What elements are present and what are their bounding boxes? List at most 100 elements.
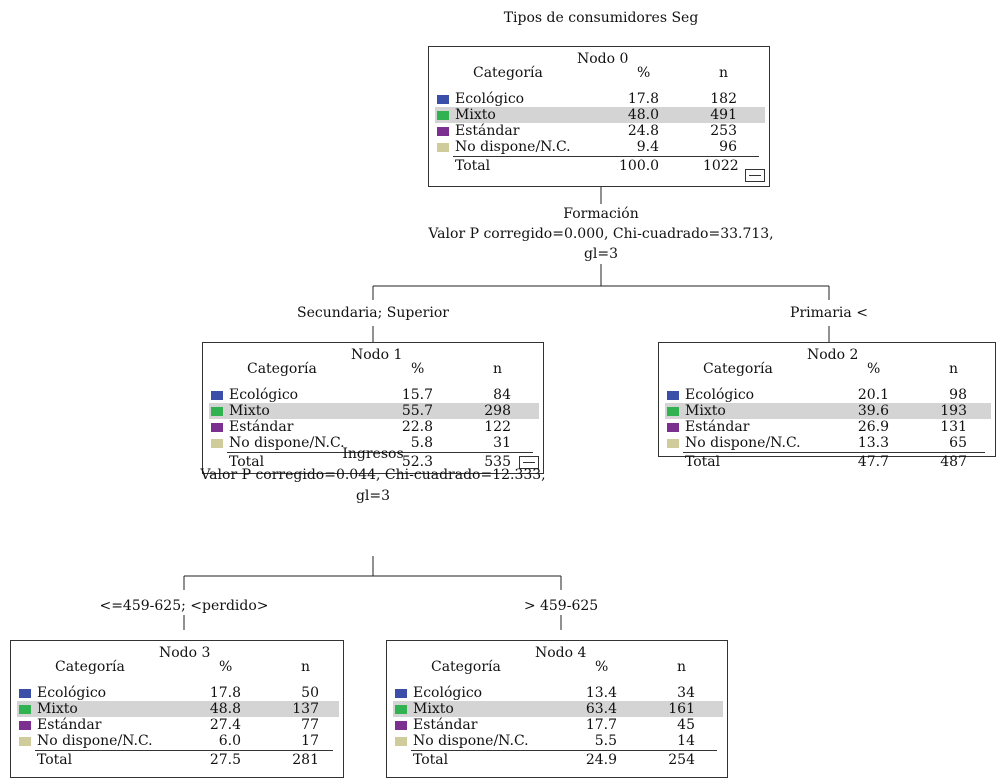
- total-count: 487: [940, 454, 967, 470]
- legend-swatch: [395, 737, 407, 746]
- legend-swatch: [437, 111, 449, 120]
- percent-value: 17.8: [627, 91, 659, 107]
- category-label: Estándar: [37, 717, 102, 733]
- category-row: No dispone/N.C. 9.4 96: [435, 139, 765, 155]
- category-label: No dispone/N.C.: [229, 435, 345, 451]
- category-label: Estándar: [229, 419, 294, 435]
- branch-label-left: Secundaria; Superior: [297, 305, 449, 321]
- legend-swatch: [437, 143, 449, 152]
- category-row: Estándar 26.9 131: [665, 419, 991, 435]
- header-categoria: Categoría: [431, 659, 501, 675]
- header-percent: %: [867, 361, 881, 377]
- count-value: 96: [719, 139, 737, 155]
- category-label: Estándar: [413, 717, 478, 733]
- collapse-button[interactable]: [519, 456, 539, 469]
- category-label: Mixto: [413, 701, 454, 717]
- category-row: Mixto 63.4 161: [393, 701, 723, 717]
- header-categoria: Categoría: [703, 361, 773, 377]
- count-value: 14: [677, 733, 695, 749]
- split-variable: Formación: [563, 206, 639, 222]
- category-row: Mixto 48.0 491: [435, 107, 765, 123]
- percent-value: 48.8: [209, 701, 241, 717]
- node-id: Nodo 4: [535, 645, 587, 661]
- total-count: 281: [292, 752, 319, 768]
- count-value: 17: [301, 733, 319, 749]
- percent-value: 26.9: [857, 419, 889, 435]
- split-gl: gl=3: [583, 246, 619, 262]
- percent-value: 9.4: [636, 139, 659, 155]
- node-id: Nodo 2: [807, 347, 859, 363]
- category-label: Ecológico: [413, 685, 483, 701]
- category-row: Estándar 17.7 45: [393, 717, 723, 733]
- total-label: Total: [413, 752, 449, 768]
- header-n: n: [301, 659, 311, 675]
- node-id: Nodo 0: [577, 51, 629, 67]
- category-row: Mixto 48.8 137: [17, 701, 339, 717]
- category-label: Mixto: [37, 701, 78, 717]
- category-label: No dispone/N.C.: [413, 733, 529, 749]
- legend-swatch: [19, 689, 31, 698]
- category-row: Ecológico 17.8 182: [435, 91, 765, 107]
- legend-swatch: [211, 391, 223, 400]
- branch-label-right: > 459-625: [523, 598, 599, 614]
- total-divider: [227, 452, 533, 453]
- percent-value: 48.0: [627, 107, 659, 123]
- legend-swatch: [437, 95, 449, 104]
- percent-value: 5.5: [594, 733, 617, 749]
- total-percent: 100.0: [619, 158, 660, 174]
- legend-swatch: [395, 705, 407, 714]
- category-label: Estándar: [685, 419, 750, 435]
- node-4[interactable]: Nodo 4 Categoría% n Ecológico 13.4 34 Mixto 63.…: [386, 640, 728, 778]
- category-row: Estándar 24.8 253: [435, 123, 765, 139]
- total-percent: 24.9: [585, 752, 617, 768]
- category-label: Ecológico: [229, 387, 299, 403]
- total-label: Total: [685, 454, 721, 470]
- total-label: Total: [37, 752, 73, 768]
- category-label: Mixto: [455, 107, 496, 123]
- legend-swatch: [211, 439, 223, 448]
- category-label: No dispone/N.C.: [685, 435, 801, 451]
- count-value: 491: [710, 107, 737, 123]
- count-value: 182: [710, 91, 737, 107]
- category-label: Mixto: [685, 403, 726, 419]
- percent-value: 63.4: [585, 701, 617, 717]
- legend-swatch: [437, 127, 449, 136]
- total-divider: [35, 750, 333, 751]
- node-0[interactable]: Nodo 0 Categoría% n Ecológico 17.8 182 Mixto 48…: [428, 46, 770, 187]
- legend-swatch: [667, 439, 679, 448]
- count-value: 253: [710, 123, 737, 139]
- percent-value: 5.8: [410, 435, 433, 451]
- total-divider: [453, 156, 759, 157]
- total-row: Total 100.0 1022: [435, 158, 765, 174]
- count-value: 65: [949, 435, 967, 451]
- category-label: No dispone/N.C.: [37, 733, 153, 749]
- percent-value: 13.3: [857, 435, 889, 451]
- percent-value: 39.6: [857, 403, 889, 419]
- legend-swatch: [19, 737, 31, 746]
- percent-value: 24.8: [627, 123, 659, 139]
- category-row: Estándar 27.4 77: [17, 717, 339, 733]
- node-1[interactable]: Nodo 1 Categoría% n Ecológico 15.7 84 Mixto 55.…: [202, 342, 544, 474]
- category-row: Estándar 22.8 122: [209, 419, 539, 435]
- legend-swatch: [667, 391, 679, 400]
- collapse-button[interactable]: [745, 169, 765, 182]
- category-label: Estándar: [455, 123, 520, 139]
- node-2[interactable]: Nodo 2 Categoría% n Ecológico 20.1 98 Mixto 39.…: [658, 342, 996, 470]
- total-row: Total 47.7 487: [665, 454, 991, 470]
- category-row: Ecológico 20.1 98: [665, 387, 991, 403]
- legend-swatch: [211, 407, 223, 416]
- count-value: 50: [301, 685, 319, 701]
- category-row: Ecológico 15.7 84: [209, 387, 539, 403]
- total-count: 1022: [703, 158, 739, 174]
- legend-swatch: [395, 721, 407, 730]
- count-value: 161: [668, 701, 695, 717]
- node-id: Nodo 1: [351, 347, 403, 363]
- percent-value: 17.7: [585, 717, 617, 733]
- header-percent: %: [411, 361, 425, 377]
- category-row: No dispone/N.C. 5.8 31: [209, 435, 539, 451]
- node-3[interactable]: Nodo 3 Categoría% n Ecológico 17.8 50 Mixto 48.…: [10, 640, 344, 778]
- category-label: Mixto: [229, 403, 270, 419]
- count-value: 122: [484, 419, 511, 435]
- percent-value: 13.4: [585, 685, 617, 701]
- header-n: n: [677, 659, 687, 675]
